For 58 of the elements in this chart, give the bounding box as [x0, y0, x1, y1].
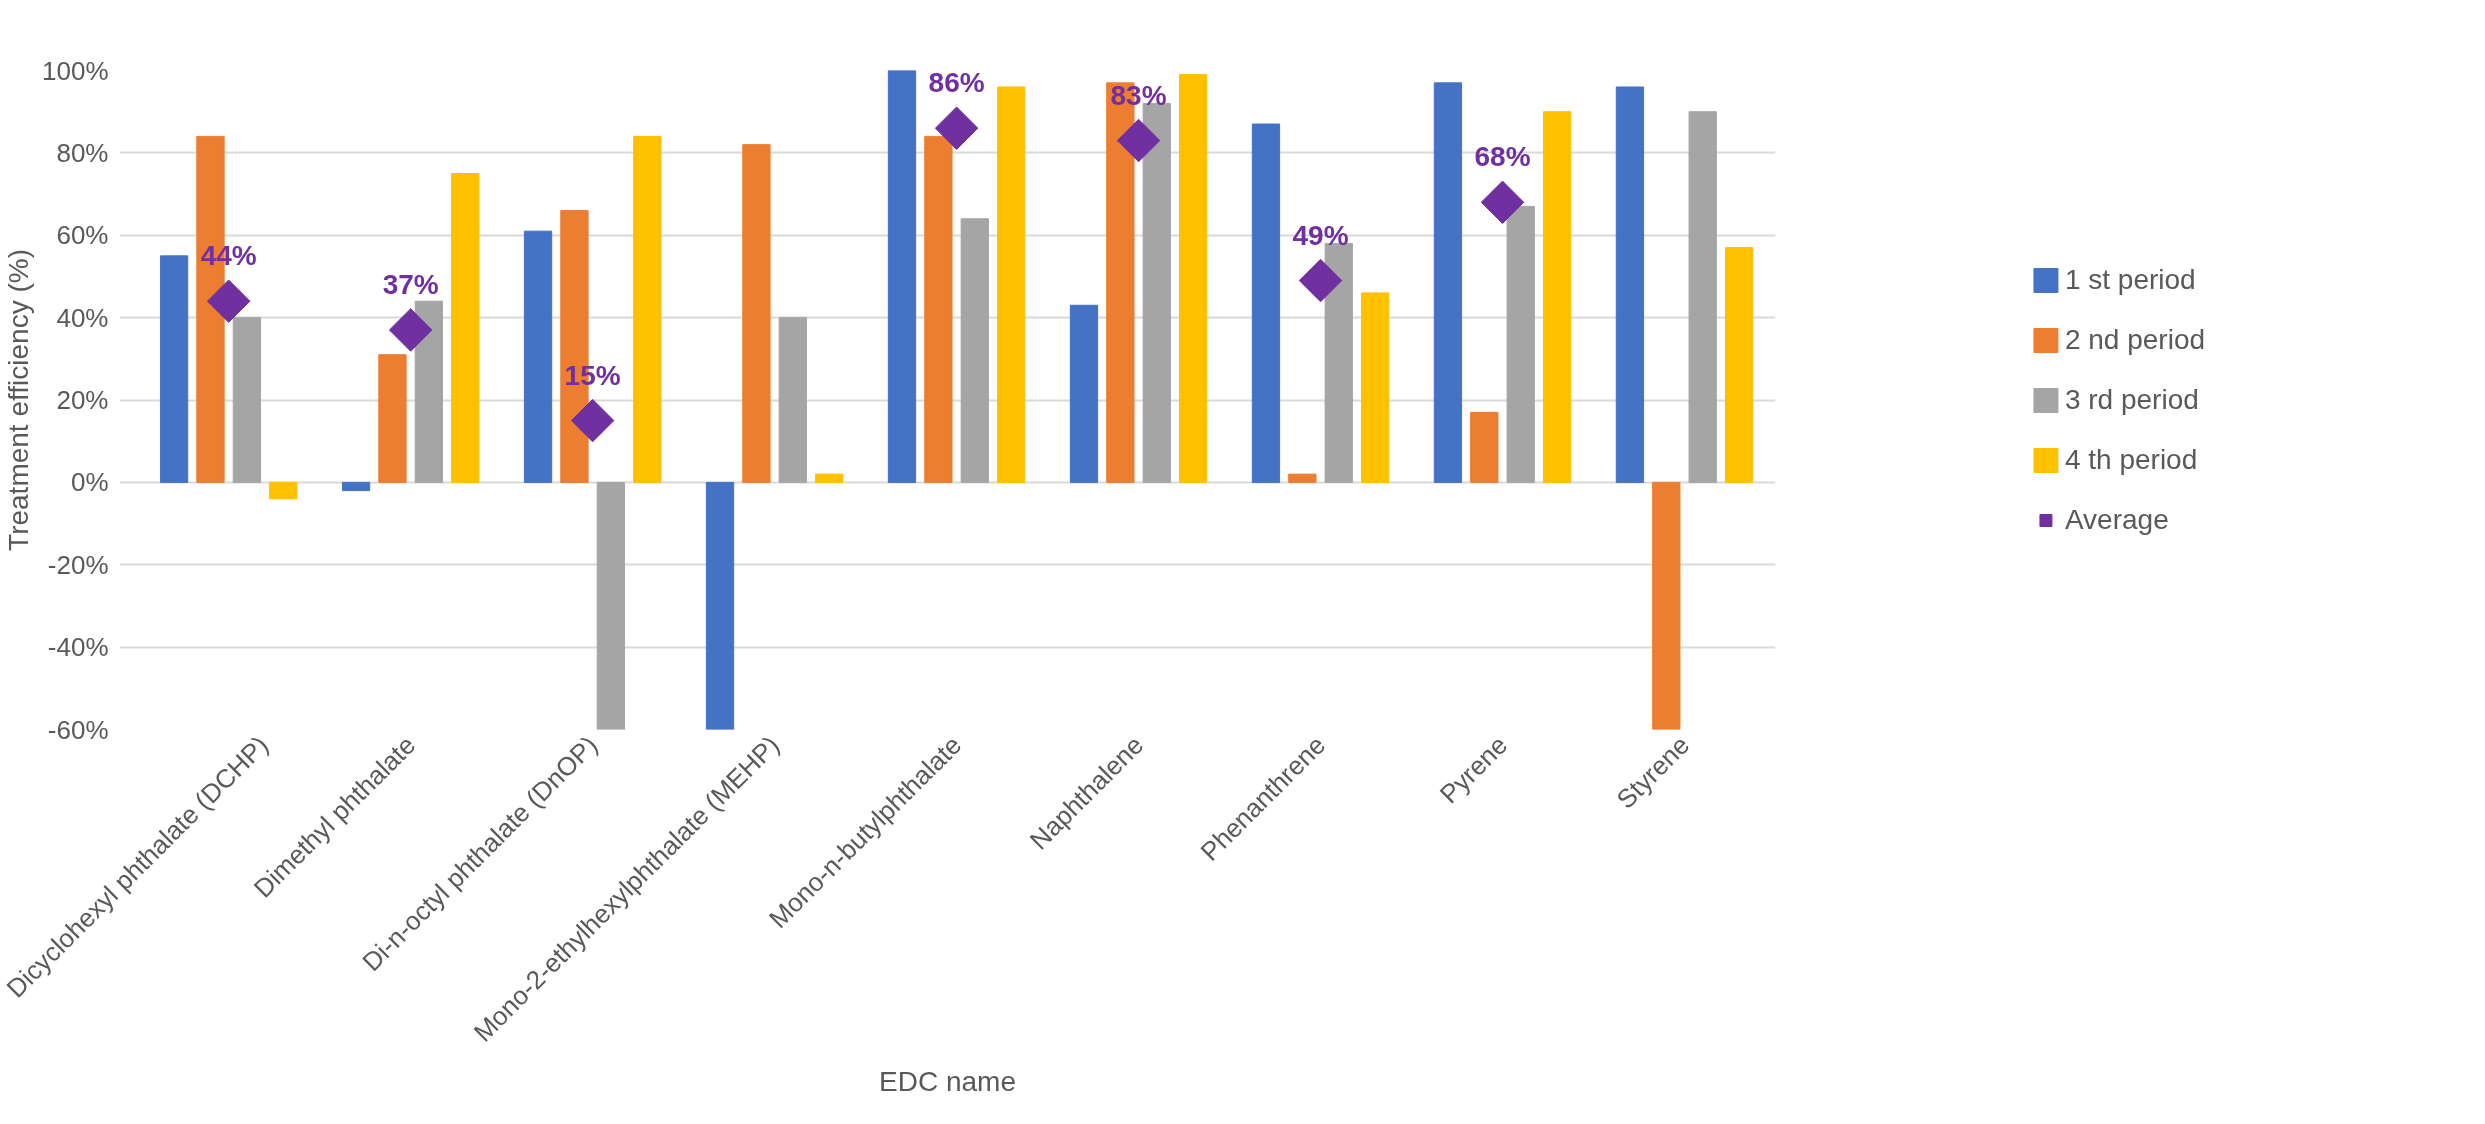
bar	[1251, 123, 1281, 483]
bar	[1724, 247, 1754, 483]
legend-label: 4 th period	[2064, 443, 2198, 476]
bar	[887, 70, 917, 483]
bar	[1688, 111, 1717, 483]
bar	[232, 317, 262, 483]
bar	[159, 255, 189, 483]
y-tick-label: -60%	[47, 714, 109, 745]
bar	[269, 481, 298, 500]
bar	[1470, 411, 1499, 483]
y-tick-label: 80%	[56, 137, 109, 168]
y-axis-title: Treatment efficiency (%)	[3, 249, 34, 551]
point	[934, 106, 979, 150]
bar	[1615, 86, 1645, 483]
y-tick-label: -20%	[47, 549, 109, 580]
data-label: 68%	[1474, 141, 1531, 173]
legend-label: Average	[2064, 503, 2169, 536]
point	[206, 279, 251, 323]
point	[1480, 180, 1525, 225]
bar	[960, 218, 989, 483]
legend-label: 3 rd period	[2064, 383, 2199, 416]
bar	[341, 481, 371, 492]
legend-label: 1 st period	[2064, 263, 2196, 296]
y-tick-label: 60%	[56, 220, 109, 251]
bar	[742, 144, 771, 483]
bar	[1179, 74, 1208, 483]
bar	[596, 481, 625, 730]
bar	[633, 135, 662, 483]
bar	[1652, 481, 1681, 730]
y-tick-label: -40%	[47, 632, 109, 663]
y-tick-label: 40%	[56, 302, 109, 333]
data-label: 49%	[1292, 219, 1349, 251]
bar	[1361, 292, 1390, 483]
point	[570, 398, 615, 443]
data-label: 86%	[928, 67, 985, 99]
y-tick-label: 0%	[70, 467, 109, 498]
bar	[705, 481, 735, 730]
point	[1298, 258, 1343, 303]
bar	[815, 473, 844, 483]
bar	[1542, 111, 1572, 483]
x-axis-title: EDC name	[879, 1066, 1016, 1098]
bar	[451, 172, 480, 483]
bar	[523, 230, 553, 483]
bar	[1069, 304, 1099, 483]
legend-label: 2 nd period	[2064, 323, 2206, 356]
y-tick-label: 100%	[42, 55, 109, 86]
data-label: 37%	[382, 268, 439, 300]
bar	[1506, 205, 1535, 483]
point	[1116, 118, 1161, 163]
bar	[1433, 82, 1463, 483]
point	[388, 308, 433, 352]
bar	[778, 317, 807, 483]
bar	[1288, 473, 1317, 483]
bar	[414, 300, 444, 483]
y-tick-label: 20%	[56, 385, 109, 415]
bar	[997, 86, 1026, 483]
bar	[378, 354, 407, 483]
bar	[924, 135, 953, 483]
